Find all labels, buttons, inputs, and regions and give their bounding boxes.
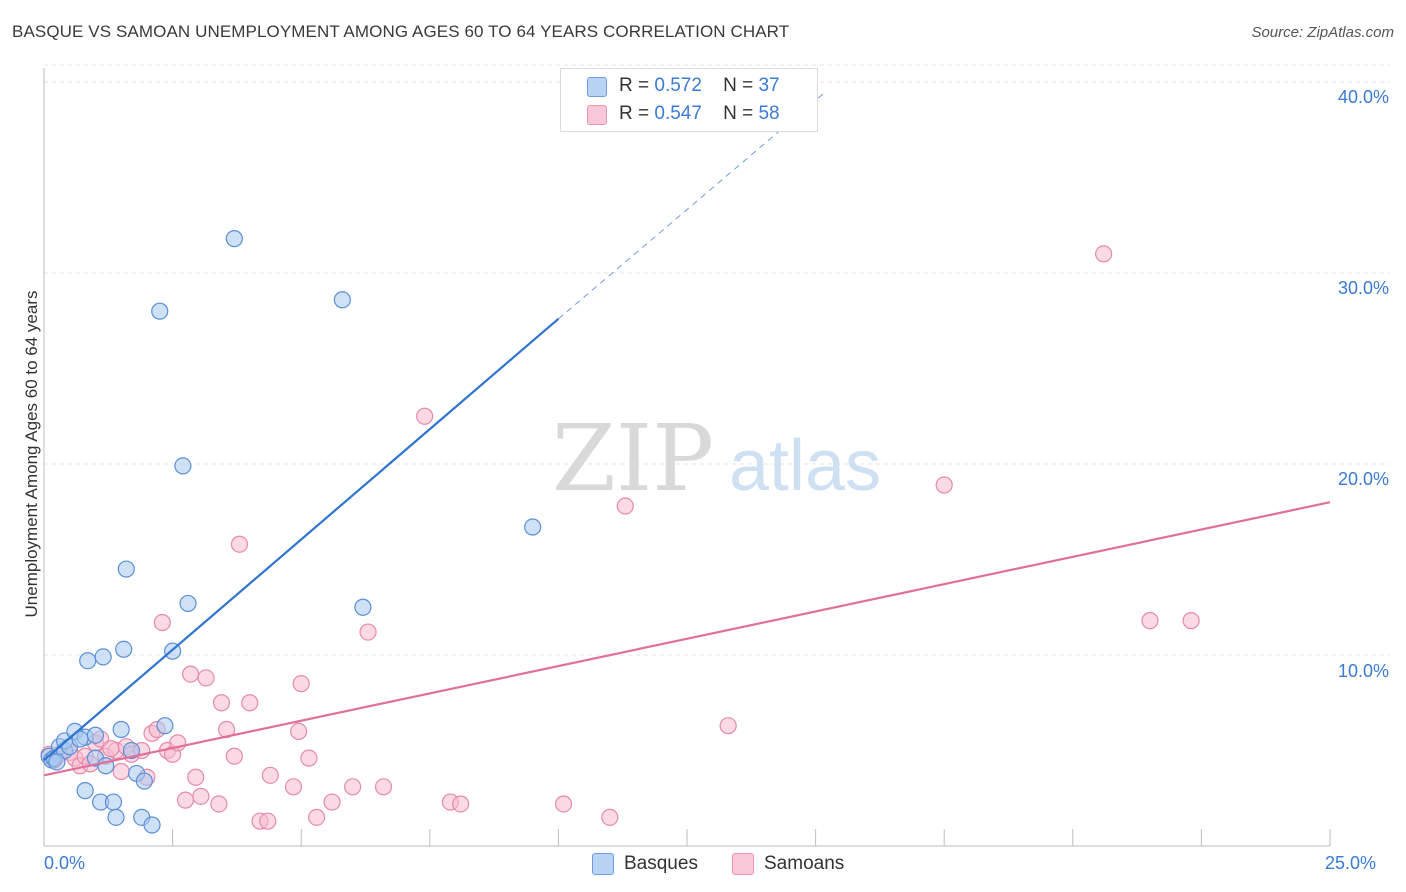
samoan-point xyxy=(176,791,195,809)
x-tick-label-max: 25.0% xyxy=(1325,853,1377,873)
grid xyxy=(43,64,1390,847)
trend-lines xyxy=(43,91,1331,777)
y-tick-label-10: 10.0% xyxy=(1338,661,1390,681)
basque-trend-line xyxy=(43,318,560,761)
samoan-point xyxy=(1182,612,1200,630)
basque-point xyxy=(333,291,351,309)
samoan-stats-row: R = 0.547 N = 58 xyxy=(619,100,780,128)
basque-point xyxy=(107,808,125,826)
samoan-point xyxy=(187,768,205,786)
samoan-point xyxy=(230,535,249,553)
samoan-point xyxy=(601,808,619,826)
samoan-point xyxy=(452,795,470,813)
basque-point xyxy=(86,726,105,744)
basque-point xyxy=(48,753,66,771)
basque-point xyxy=(151,302,169,320)
basque-r-value: 0.572 xyxy=(654,75,702,96)
samoan-point xyxy=(1141,612,1159,630)
samoan-point xyxy=(102,739,120,758)
samoan-point xyxy=(616,497,634,515)
basque-point xyxy=(76,782,94,800)
samoan-point xyxy=(212,694,231,712)
samoan-n-value: 58 xyxy=(758,103,780,124)
samoan-point xyxy=(290,722,308,741)
basque-point xyxy=(117,560,135,578)
x-tick-label-min: 0.0% xyxy=(44,853,86,873)
legend-item-basques[interactable]: Basques xyxy=(592,850,698,878)
basques-legend-label: Basques xyxy=(624,853,698,874)
basque-stats-row: R = 0.572 N = 37 xyxy=(619,72,780,100)
basques-legend-swatch xyxy=(592,853,614,875)
stats-legend: R = 0.572 N = 37 R = 0.547 N = 58 xyxy=(560,68,818,132)
samoans-legend-label: Samoans xyxy=(764,853,845,874)
basque-n-label: N = xyxy=(723,75,754,96)
basque-n-value: 37 xyxy=(758,75,780,96)
basque-point xyxy=(179,594,197,613)
samoan-point xyxy=(261,766,279,784)
samoan-n-label: N = xyxy=(723,103,754,124)
samoan-point xyxy=(374,778,393,796)
basque-r-label: R = xyxy=(619,75,650,96)
basque-point xyxy=(112,720,130,739)
y-tick-label-40: 40.0% xyxy=(1338,87,1390,107)
samoans-legend-swatch xyxy=(732,853,754,875)
chart-title: BASQUE VS SAMOAN UNEMPLOYMENT AMONG AGES… xyxy=(12,22,790,41)
basque-swatch xyxy=(587,77,607,97)
y-axis-label: Unemployment Among Ages 60 to 64 years xyxy=(22,290,41,618)
samoan-point xyxy=(210,795,228,813)
samoan-r-label: R = xyxy=(619,103,650,124)
samoan-r-value: 0.547 xyxy=(654,103,702,124)
samoan-point xyxy=(308,808,326,826)
samoan-point xyxy=(182,665,200,683)
samoan-point xyxy=(323,793,341,811)
basque-point xyxy=(79,652,97,670)
basque-point xyxy=(174,457,192,475)
samoan-point xyxy=(197,669,215,687)
basque-trend-extension xyxy=(558,91,827,320)
samoan-point xyxy=(935,476,953,494)
basque-points xyxy=(40,230,542,834)
samoan-point xyxy=(153,613,171,632)
source-label: Source: ZipAtlas.com xyxy=(1251,24,1394,41)
samoan-point xyxy=(292,675,310,693)
samoan-point xyxy=(1095,245,1113,263)
basque-point xyxy=(156,717,174,735)
basque-point xyxy=(94,648,112,666)
samoan-point xyxy=(259,812,277,830)
samoan-point xyxy=(241,694,259,712)
legend-item-samoans[interactable]: Samoans xyxy=(732,850,844,878)
y-tick-label-20: 20.0% xyxy=(1338,469,1390,489)
samoan-point xyxy=(225,747,243,765)
y-tick-label-30: 30.0% xyxy=(1338,278,1390,298)
samoan-point xyxy=(719,717,737,735)
samoan-point xyxy=(554,795,573,813)
basque-point xyxy=(115,640,133,658)
basque-point xyxy=(354,598,372,616)
samoan-points xyxy=(40,245,1200,830)
watermark-atlas: atlas xyxy=(729,426,881,506)
basque-point xyxy=(104,793,123,811)
samoan-point xyxy=(300,749,318,767)
samoan-point xyxy=(344,778,362,796)
samoan-point xyxy=(284,778,303,796)
basque-point xyxy=(122,741,141,760)
samoan-point xyxy=(359,623,377,641)
basque-point xyxy=(225,230,243,248)
basque-point xyxy=(143,816,161,834)
samoan-point xyxy=(416,407,434,425)
samoan-swatch xyxy=(587,105,607,125)
samoan-trend-line xyxy=(43,501,1331,777)
basque-point xyxy=(135,772,153,790)
basque-point xyxy=(524,518,542,536)
watermark-zip: ZIP xyxy=(552,405,714,512)
samoan-point xyxy=(192,787,210,805)
samoan-point xyxy=(112,762,130,781)
